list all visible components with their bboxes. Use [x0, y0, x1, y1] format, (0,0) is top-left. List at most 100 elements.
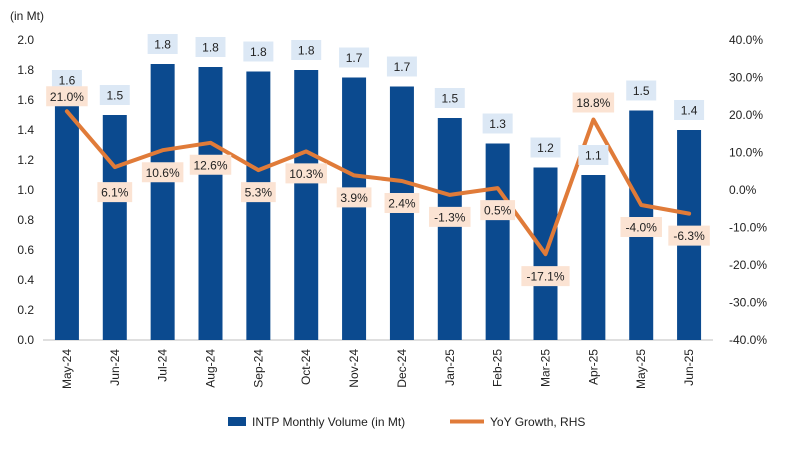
bar-data-label: 1.4 [681, 104, 698, 118]
x-tick-label: May-24 [60, 349, 74, 389]
y-right-tick-label: 10.0% [729, 146, 763, 160]
bar-data-label-bg [339, 47, 370, 68]
bar-data-label: 1.1 [585, 149, 602, 163]
bar [437, 118, 462, 340]
bar [294, 70, 319, 340]
line-data-label-bg [668, 225, 710, 246]
x-tick-label: Jun-24 [108, 349, 122, 386]
y-left-tick-label: 0.0 [17, 333, 34, 347]
bar-data-label: 1.5 [106, 89, 123, 103]
legend: INTP Monthly Volume (in Mt) YoY Growth, R… [228, 415, 585, 429]
bar-data-label: 1.3 [489, 117, 506, 131]
line-data-label: 12.6% [193, 158, 227, 172]
line-data-label-bg [429, 206, 471, 227]
y-right-tick-label: -30.0% [729, 296, 767, 310]
bar-data-label: 1.5 [441, 92, 458, 106]
y-right-tick-label: -10.0% [729, 221, 767, 235]
bar [102, 115, 127, 340]
line-data-label-bg [189, 154, 232, 175]
x-tick-label: Feb-25 [491, 349, 505, 387]
y-left-tick-label: 1.8 [17, 63, 34, 77]
bar-data-label: 1.8 [202, 41, 219, 55]
line-data-label: 0.5% [484, 204, 512, 218]
y-left-tick-label: 1.0 [17, 183, 34, 197]
bar-data-label: 1.8 [154, 38, 171, 52]
bar-data-label-bg [530, 137, 561, 158]
bar [389, 86, 414, 340]
bar-data-label-bg [195, 37, 226, 57]
y-left-tick-label: 0.4 [17, 273, 34, 287]
line-group [64, 109, 692, 257]
y-left-tick-label: 1.6 [17, 93, 34, 107]
line-data-label-bg [285, 163, 327, 184]
y-left-tick-label: 2.0 [17, 33, 34, 47]
bar [581, 175, 606, 340]
x-tick-label: Jul-24 [156, 349, 170, 382]
y-left-tick-label: 1.4 [17, 123, 34, 137]
bar-data-label: 1.6 [59, 74, 76, 88]
bar-data-label-bg [243, 41, 274, 62]
line-data-label: -1.3% [434, 210, 466, 224]
x-tick-label: Nov-24 [347, 349, 361, 388]
line-data-label-bg [384, 193, 420, 213]
legend-swatch-volume [228, 417, 246, 426]
bar-data-label-bg [291, 40, 322, 60]
y-left-tick-label: 0.8 [17, 213, 34, 227]
y-left-tick-label: 0.6 [17, 243, 34, 257]
line-series-yoy-growth [64, 109, 692, 257]
y-left-tick-label: 1.2 [17, 153, 34, 167]
y-right-tick-label: -40.0% [729, 333, 767, 347]
x-tick-label: Dec-24 [395, 349, 409, 388]
line-data-label-bg [141, 162, 184, 183]
bar-data-label: 1.7 [394, 60, 411, 74]
data-labels-group: 1.6 1.5 1.8 1.8 1.8 1.8 1.7 1.7 1.5 1.3 1.2 1.1 1.5 1… [46, 34, 710, 287]
line-data-label: -4.0% [626, 221, 658, 235]
y-right-tick-label: 0.0% [729, 183, 757, 197]
line-data-label-bg [572, 92, 615, 113]
line-data-label: 6.1% [101, 186, 129, 200]
line-data-label-bg [336, 187, 372, 208]
bar-data-label-bg [147, 34, 178, 54]
legend-label-yoy: YoY Growth, RHS [490, 415, 585, 429]
x-tick-label: Apr-25 [586, 349, 600, 385]
bar [198, 67, 223, 340]
bar [485, 143, 510, 340]
line-data-label: -6.3% [673, 229, 705, 243]
bar-data-label-bg [674, 100, 705, 120]
line-data-label-bg [521, 266, 570, 287]
line-data-label: 21.0% [50, 90, 84, 104]
y-right-tick-label: 30.0% [729, 71, 763, 85]
x-tick-label: Sep-24 [251, 349, 265, 388]
axes-group: (in Mt) 0.0 0.2 0.4 0.6 0.8 1.0 1.2 1.4 1.6 1.8 2.0… [10, 9, 767, 389]
line-data-label: 3.9% [340, 191, 368, 205]
bar [342, 77, 367, 340]
bar-data-label-bg [578, 145, 609, 165]
line-data-label: 2.4% [388, 197, 416, 211]
axis-unit-label: (in Mt) [10, 9, 44, 23]
y-right-tick-label: 40.0% [729, 33, 763, 47]
bar-data-label: 1.2 [537, 141, 554, 155]
line-data-label-bg [620, 217, 662, 237]
bar-data-label-bg [626, 80, 657, 101]
line-data-label-bg [46, 86, 88, 107]
line-data-label: -17.1% [526, 270, 564, 284]
bars-group [54, 64, 702, 340]
x-tick-label: Mar-25 [539, 349, 553, 387]
legend-label-volume: INTP Monthly Volume (in Mt) [252, 415, 405, 429]
bar [150, 64, 175, 340]
bar [54, 100, 79, 340]
x-tick-label: May-25 [634, 349, 648, 389]
bar-data-label: 1.8 [298, 44, 315, 58]
y-right-tick-label: -20.0% [729, 258, 767, 272]
x-tick-label: Aug-24 [204, 349, 218, 388]
bar-data-label-bg [434, 88, 465, 108]
bar-data-label-bg [386, 56, 417, 77]
bar [246, 71, 271, 340]
y-right-tick-label: 20.0% [729, 108, 763, 122]
x-tick-label: Jan-25 [443, 349, 457, 386]
x-tick-label: Oct-24 [299, 349, 313, 385]
line-data-label: 5.3% [245, 186, 273, 200]
line-data-label-bg [240, 182, 276, 203]
